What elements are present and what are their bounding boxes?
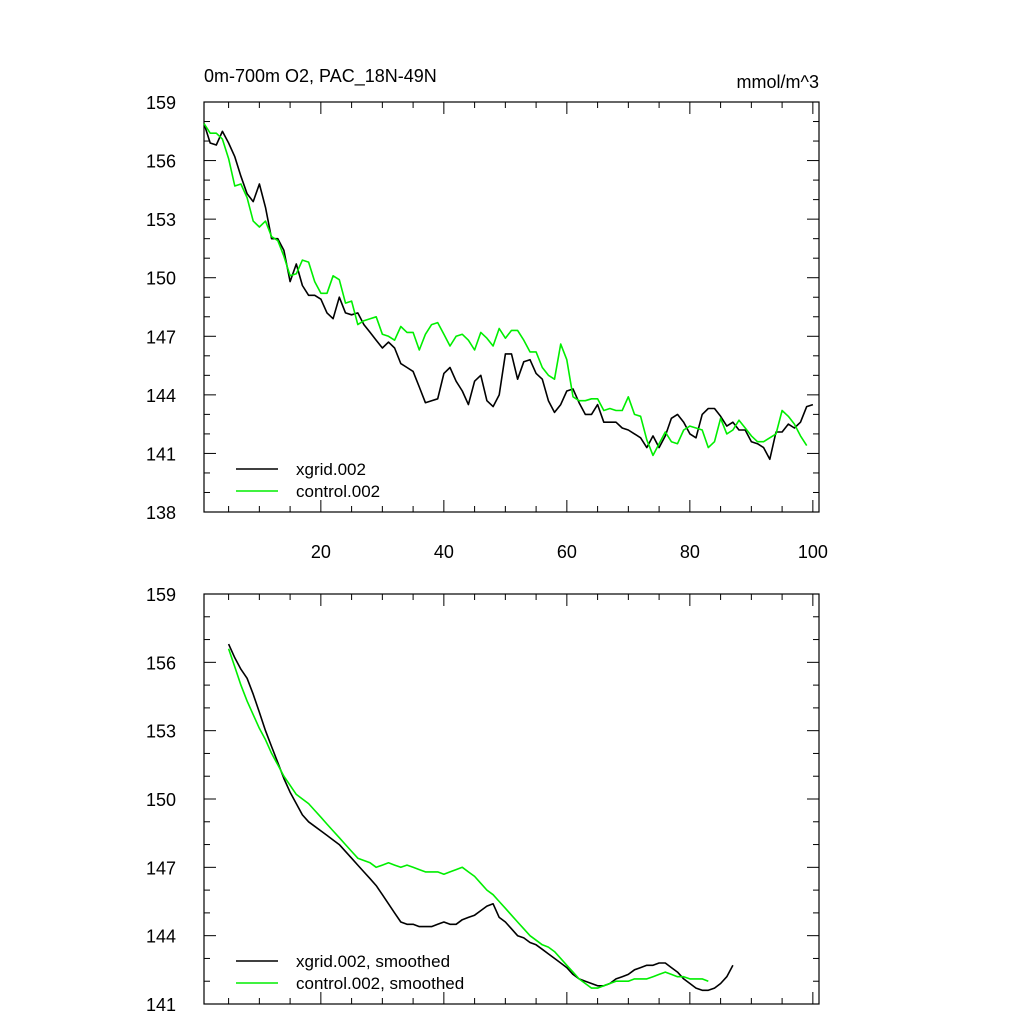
- legend-label-control-smoothed: control.002, smoothed: [296, 974, 464, 993]
- series-line-control-002-smoothed: [227, 648, 709, 989]
- bottom-plot-frame: [203, 593, 820, 1005]
- y-tick-label: 150: [146, 790, 176, 810]
- series-line-xgrid-002-smoothed: [227, 643, 734, 992]
- x-tick-label: 60: [557, 542, 577, 562]
- bottom-legend: xgrid.002, smoothed control.002, smoothe…: [236, 952, 464, 993]
- y-tick-label: 144: [146, 386, 176, 406]
- top-panel: 0m-700m O2, PAC_18N-49N mmol/m^3 138 141 1…: [146, 66, 828, 562]
- y-tick-label: 147: [146, 858, 176, 878]
- bottom-panel: 141 144 147 150 153 156 159 xgrid.002, smoothe…: [146, 585, 820, 1015]
- legend-label-xgrid-smoothed: xgrid.002, smoothed: [296, 952, 450, 971]
- y-tick-label: 141: [146, 444, 176, 464]
- top-chart-units: mmol/m^3: [737, 72, 819, 92]
- y-tick-label: 156: [146, 152, 176, 172]
- x-tick-label: 80: [680, 542, 700, 562]
- top-legend: xgrid.002 control.002: [236, 460, 380, 501]
- y-tick-label: 150: [146, 269, 176, 289]
- y-tick-label: 147: [146, 327, 176, 347]
- y-tick-label: 156: [146, 653, 176, 673]
- x-tick-label: 100: [798, 542, 828, 562]
- x-tick-label: 20: [311, 542, 331, 562]
- legend-label-xgrid: xgrid.002: [296, 460, 366, 479]
- legend-label-control: control.002: [296, 482, 380, 501]
- y-tick-label: 159: [146, 585, 176, 605]
- series-line-control-002: [203, 123, 808, 457]
- top-plot-frame: [203, 101, 820, 513]
- top-chart-title: 0m-700m O2, PAC_18N-49N: [204, 66, 437, 87]
- y-tick-label: 144: [146, 927, 176, 947]
- y-tick-label: 141: [146, 995, 176, 1015]
- x-tick-label: 40: [434, 542, 454, 562]
- series-line-xgrid-002: [203, 123, 814, 461]
- y-tick-label: 159: [146, 93, 176, 113]
- y-tick-label: 153: [146, 210, 176, 230]
- y-tick-label: 153: [146, 722, 176, 742]
- y-tick-label: 138: [146, 503, 176, 523]
